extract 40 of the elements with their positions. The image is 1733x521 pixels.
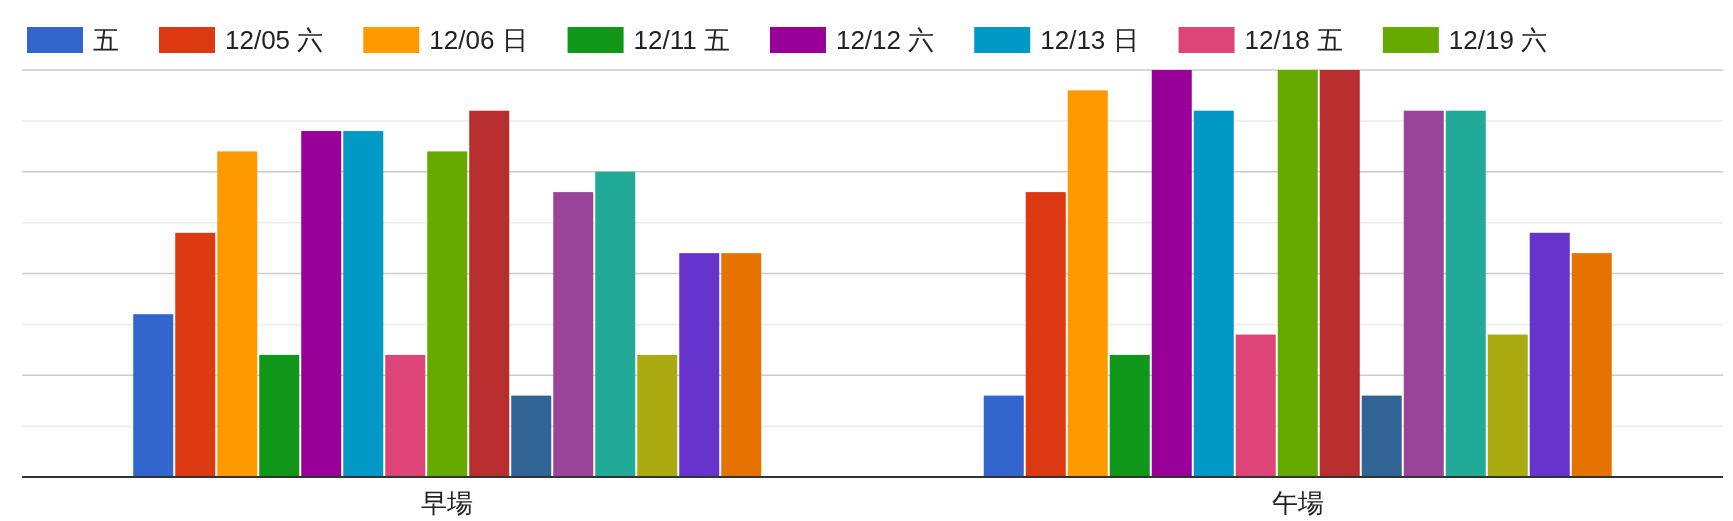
bar [1025,192,1066,477]
bar [175,232,216,477]
legend-label: 12/19 六 [1448,25,1548,55]
bar [469,110,510,477]
legend-label: 12/05 六 [225,25,324,55]
bar [553,192,594,477]
bar [1109,354,1150,477]
bar [1235,334,1276,477]
bar [1529,232,1570,477]
bar [1403,110,1444,477]
bar [1277,70,1318,477]
x-tick-label: 午場 [1271,488,1324,518]
bar [1571,253,1612,477]
legend-label: 12/13 日 [1040,25,1139,55]
bar [343,131,384,477]
bar [1067,90,1108,477]
bar [1487,334,1528,477]
x-tick-label: 早場 [421,488,474,518]
bar [217,151,258,477]
legend-label: 12/18 五 [1244,25,1343,55]
bar [1151,70,1192,477]
bar [259,354,300,477]
legend-label: 12/11 五 [633,25,730,55]
bar [983,395,1024,477]
bar [595,171,636,477]
legend-label: 五 [93,25,119,55]
legend-label: 12/12 六 [835,25,935,55]
bar [1445,110,1486,477]
bar [301,131,342,477]
bar [1361,395,1402,477]
bar [721,253,762,477]
bar [1193,110,1234,477]
bar [427,151,468,477]
bar [511,395,552,477]
bar [1319,70,1360,477]
bar [679,253,720,477]
bar [637,354,678,477]
bar [133,314,174,477]
bar [385,354,426,477]
legend-label: 12/06 日 [429,25,528,55]
